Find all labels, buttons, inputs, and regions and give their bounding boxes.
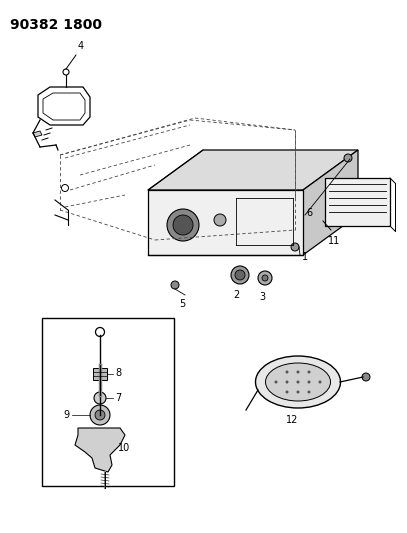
Circle shape <box>285 370 289 374</box>
Circle shape <box>319 381 322 384</box>
Ellipse shape <box>265 363 330 401</box>
Circle shape <box>308 370 311 374</box>
Circle shape <box>308 381 311 384</box>
Circle shape <box>258 271 272 285</box>
Circle shape <box>344 154 352 162</box>
Circle shape <box>214 214 226 226</box>
Polygon shape <box>303 150 358 255</box>
Circle shape <box>297 381 300 384</box>
Circle shape <box>95 410 105 420</box>
Polygon shape <box>75 428 125 472</box>
Polygon shape <box>33 131 42 137</box>
Text: 1: 1 <box>302 252 308 262</box>
Circle shape <box>297 370 300 374</box>
Ellipse shape <box>256 356 341 408</box>
Circle shape <box>90 405 110 425</box>
Circle shape <box>94 392 106 404</box>
Circle shape <box>235 270 245 280</box>
Text: 9: 9 <box>64 410 70 420</box>
Polygon shape <box>148 150 358 190</box>
Circle shape <box>308 391 311 393</box>
Circle shape <box>285 381 289 384</box>
Circle shape <box>231 266 249 284</box>
Text: 11: 11 <box>328 236 340 246</box>
Text: 3: 3 <box>259 292 265 302</box>
Circle shape <box>285 391 289 393</box>
Bar <box>148 190 303 255</box>
Circle shape <box>171 281 179 289</box>
Text: 12: 12 <box>286 415 298 425</box>
Circle shape <box>173 215 193 235</box>
Circle shape <box>362 373 370 381</box>
Text: 7: 7 <box>115 393 121 403</box>
Circle shape <box>274 381 278 384</box>
Circle shape <box>167 209 199 241</box>
Text: 8: 8 <box>115 368 121 378</box>
Text: 6: 6 <box>306 208 312 218</box>
Polygon shape <box>93 368 107 380</box>
Text: 10: 10 <box>118 443 130 453</box>
Text: 4: 4 <box>78 41 84 51</box>
Circle shape <box>262 275 268 281</box>
Text: 2: 2 <box>233 290 239 300</box>
Text: 90382 1800: 90382 1800 <box>10 18 102 32</box>
Text: 5: 5 <box>179 299 185 309</box>
Bar <box>42 318 174 486</box>
Bar <box>325 178 390 226</box>
Circle shape <box>291 243 299 251</box>
Circle shape <box>297 391 300 393</box>
Circle shape <box>96 327 105 336</box>
